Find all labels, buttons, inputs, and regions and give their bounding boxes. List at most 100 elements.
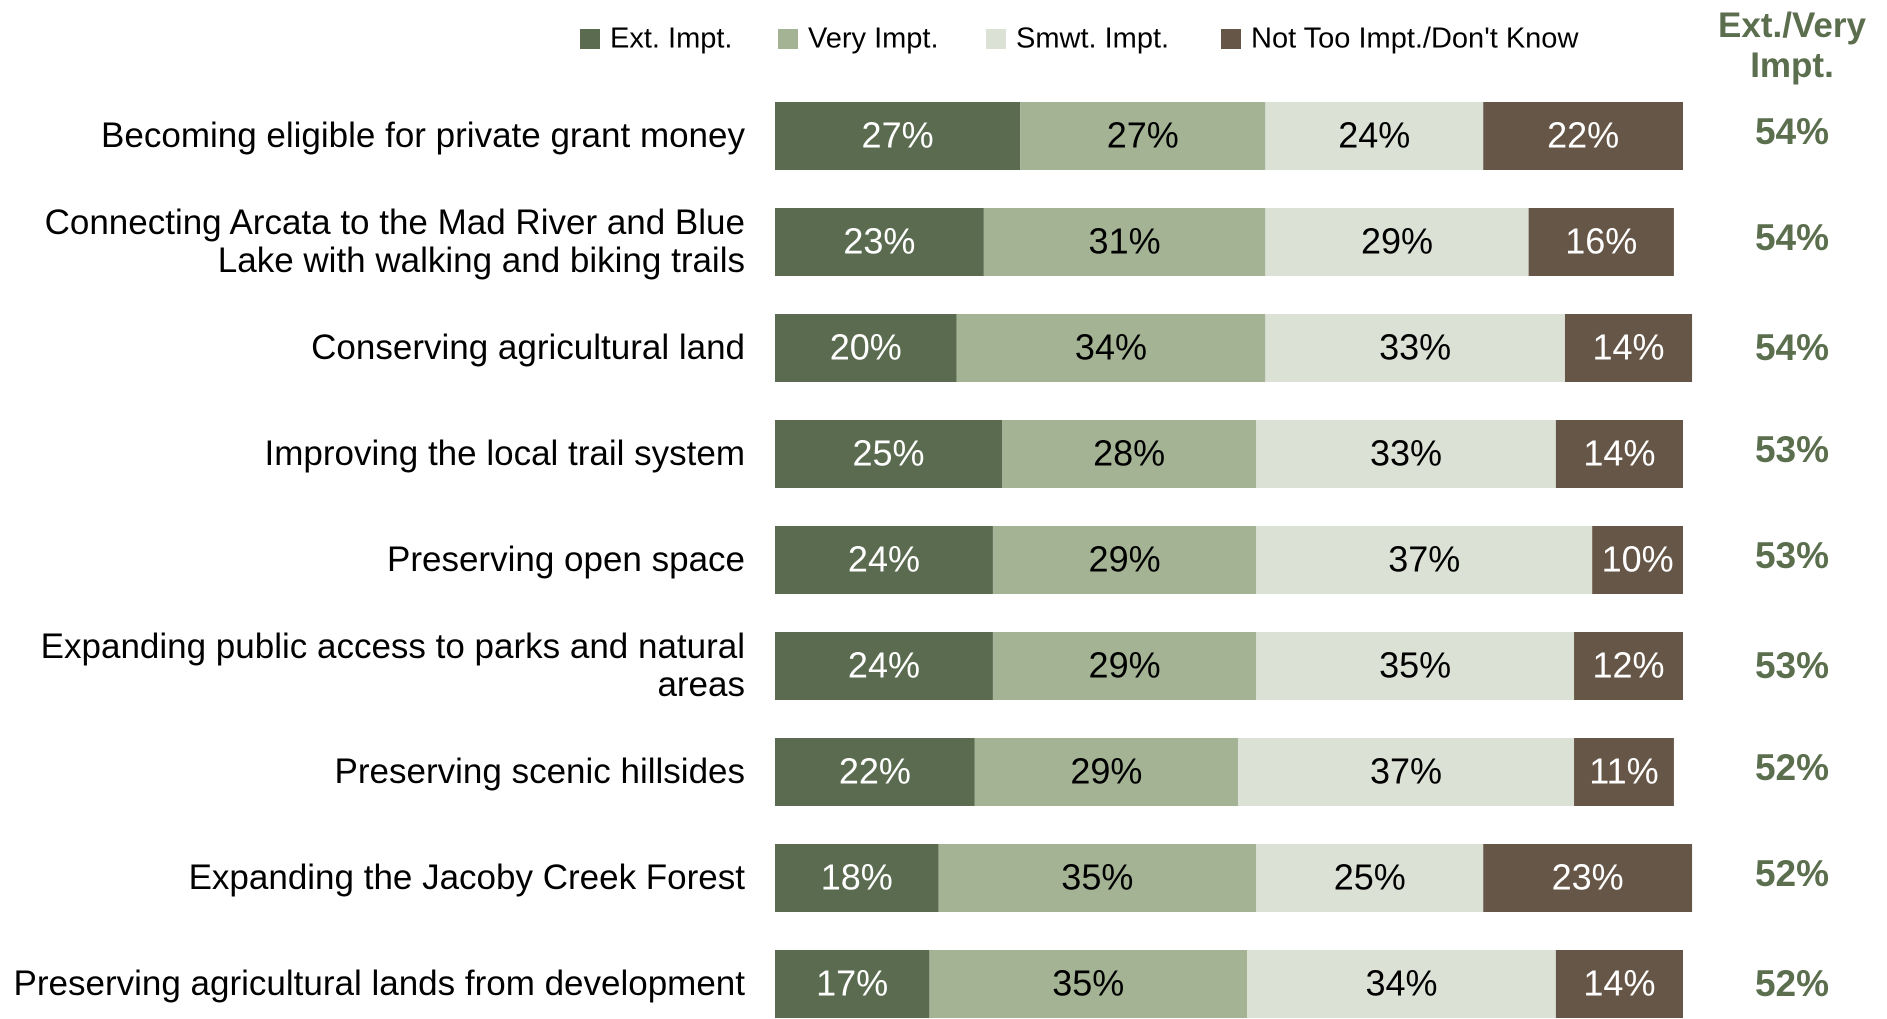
- total-label: 52%: [1755, 853, 1829, 894]
- category-label: Preserving open space: [387, 540, 745, 580]
- value-label: 22%: [1547, 115, 1619, 156]
- total-label: 53%: [1755, 429, 1829, 470]
- bar-segment: [1265, 208, 1529, 276]
- total-label: 54%: [1755, 111, 1829, 152]
- value-label: 14%: [1583, 433, 1655, 474]
- value-label: 29%: [1070, 751, 1142, 792]
- bar-segment: [992, 526, 1257, 594]
- bar-segment: [1247, 950, 1556, 1018]
- bar-segment: [775, 844, 939, 912]
- category-label: Preserving scenic hillsides: [334, 752, 745, 792]
- bar-segment: [1564, 314, 1693, 382]
- value-label: 29%: [1089, 645, 1161, 686]
- bar-segment: [992, 632, 1257, 700]
- value-label: 24%: [848, 645, 920, 686]
- bar-segment: [1574, 738, 1674, 806]
- bar-segment: [1592, 526, 1683, 594]
- bar-segment: [1483, 102, 1683, 170]
- legend-label: Smwt. Impt.: [1016, 23, 1169, 55]
- total-label: 52%: [1755, 963, 1829, 1004]
- bar-segment: [1555, 950, 1683, 1018]
- legend-label: Ext. Impt.: [610, 23, 732, 55]
- value-label: 27%: [1107, 115, 1179, 156]
- total-label: 53%: [1755, 535, 1829, 576]
- value-label: 12%: [1592, 645, 1664, 686]
- value-label: 17%: [816, 963, 888, 1004]
- bar-segment: [1020, 102, 1266, 170]
- value-label: 29%: [1361, 221, 1433, 262]
- bar-segment: [775, 208, 984, 276]
- total-label: 54%: [1755, 327, 1829, 368]
- value-label: 35%: [1052, 963, 1124, 1004]
- bar-segment: [1002, 420, 1257, 488]
- bar-segment: [1256, 844, 1484, 912]
- value-label: 35%: [1379, 645, 1451, 686]
- category-label: Becoming eligible for private grant mone…: [101, 116, 745, 156]
- value-label: 14%: [1583, 963, 1655, 1004]
- value-label: 16%: [1565, 221, 1637, 262]
- value-label: 25%: [852, 433, 924, 474]
- legend-label: Not Too Impt./Don't Know: [1251, 23, 1579, 55]
- value-label: 34%: [1365, 963, 1437, 1004]
- value-label: 28%: [1093, 433, 1165, 474]
- value-label: 33%: [1370, 433, 1442, 474]
- category-label: Preserving agricultural lands from devel…: [13, 964, 745, 1004]
- bar-segment: [1238, 738, 1575, 806]
- bar-segment: [1265, 314, 1565, 382]
- bar-segment: [775, 102, 1021, 170]
- value-label: 11%: [1589, 751, 1658, 792]
- bar-segment: [1256, 632, 1575, 700]
- legend-swatch: [778, 29, 798, 49]
- totals-title: Ext./Very Impt.: [1718, 6, 1866, 86]
- value-label: 22%: [839, 751, 911, 792]
- category-label: Conserving agricultural land: [311, 328, 745, 368]
- legend-label: Very Impt.: [808, 23, 939, 55]
- value-label: 23%: [843, 221, 915, 262]
- value-label: 37%: [1370, 751, 1442, 792]
- value-label: 24%: [848, 539, 920, 580]
- value-label: 27%: [862, 115, 934, 156]
- category-label: Improving the local trail system: [264, 434, 745, 474]
- value-label: 18%: [821, 857, 893, 898]
- bar-segment: [983, 208, 1266, 276]
- value-label: 37%: [1388, 539, 1460, 580]
- bar-segment: [1555, 420, 1683, 488]
- category-label: Connecting Arcata to the Mad River and B…: [44, 203, 745, 280]
- bar-segment: [1574, 632, 1683, 700]
- bar-segment: [974, 738, 1239, 806]
- total-label: 54%: [1755, 217, 1829, 258]
- total-label: 53%: [1755, 645, 1829, 686]
- bar-segment: [1256, 420, 1556, 488]
- value-label: 23%: [1552, 857, 1624, 898]
- bar-segment: [1265, 102, 1484, 170]
- bar-segment: [775, 314, 957, 382]
- value-label: 14%: [1592, 327, 1664, 368]
- bar-segment: [775, 526, 993, 594]
- bar-segment: [1256, 526, 1593, 594]
- legend-swatch: [986, 29, 1006, 49]
- bar-segment: [938, 844, 1257, 912]
- value-label: 33%: [1379, 327, 1451, 368]
- value-label: 10%: [1602, 539, 1674, 580]
- bar-segment: [775, 738, 975, 806]
- category-label: Expanding the Jacoby Creek Forest: [188, 858, 745, 898]
- bar-segment: [775, 950, 930, 1018]
- legend-swatch: [580, 29, 600, 49]
- value-label: 34%: [1075, 327, 1147, 368]
- legend-swatch: [1221, 29, 1241, 49]
- bar-segment: [956, 314, 1266, 382]
- bar-segment: [929, 950, 1248, 1018]
- category-label: Expanding public access to parks and nat…: [40, 627, 745, 704]
- bar-segment: [775, 632, 993, 700]
- value-label: 24%: [1338, 115, 1410, 156]
- value-label: 20%: [830, 327, 902, 368]
- total-label: 52%: [1755, 747, 1829, 788]
- value-label: 31%: [1089, 221, 1161, 262]
- bar-segment: [775, 420, 1002, 488]
- value-label: 35%: [1061, 857, 1133, 898]
- bar-segment: [1528, 208, 1674, 276]
- value-label: 25%: [1334, 857, 1406, 898]
- bar-segment: [1483, 844, 1693, 912]
